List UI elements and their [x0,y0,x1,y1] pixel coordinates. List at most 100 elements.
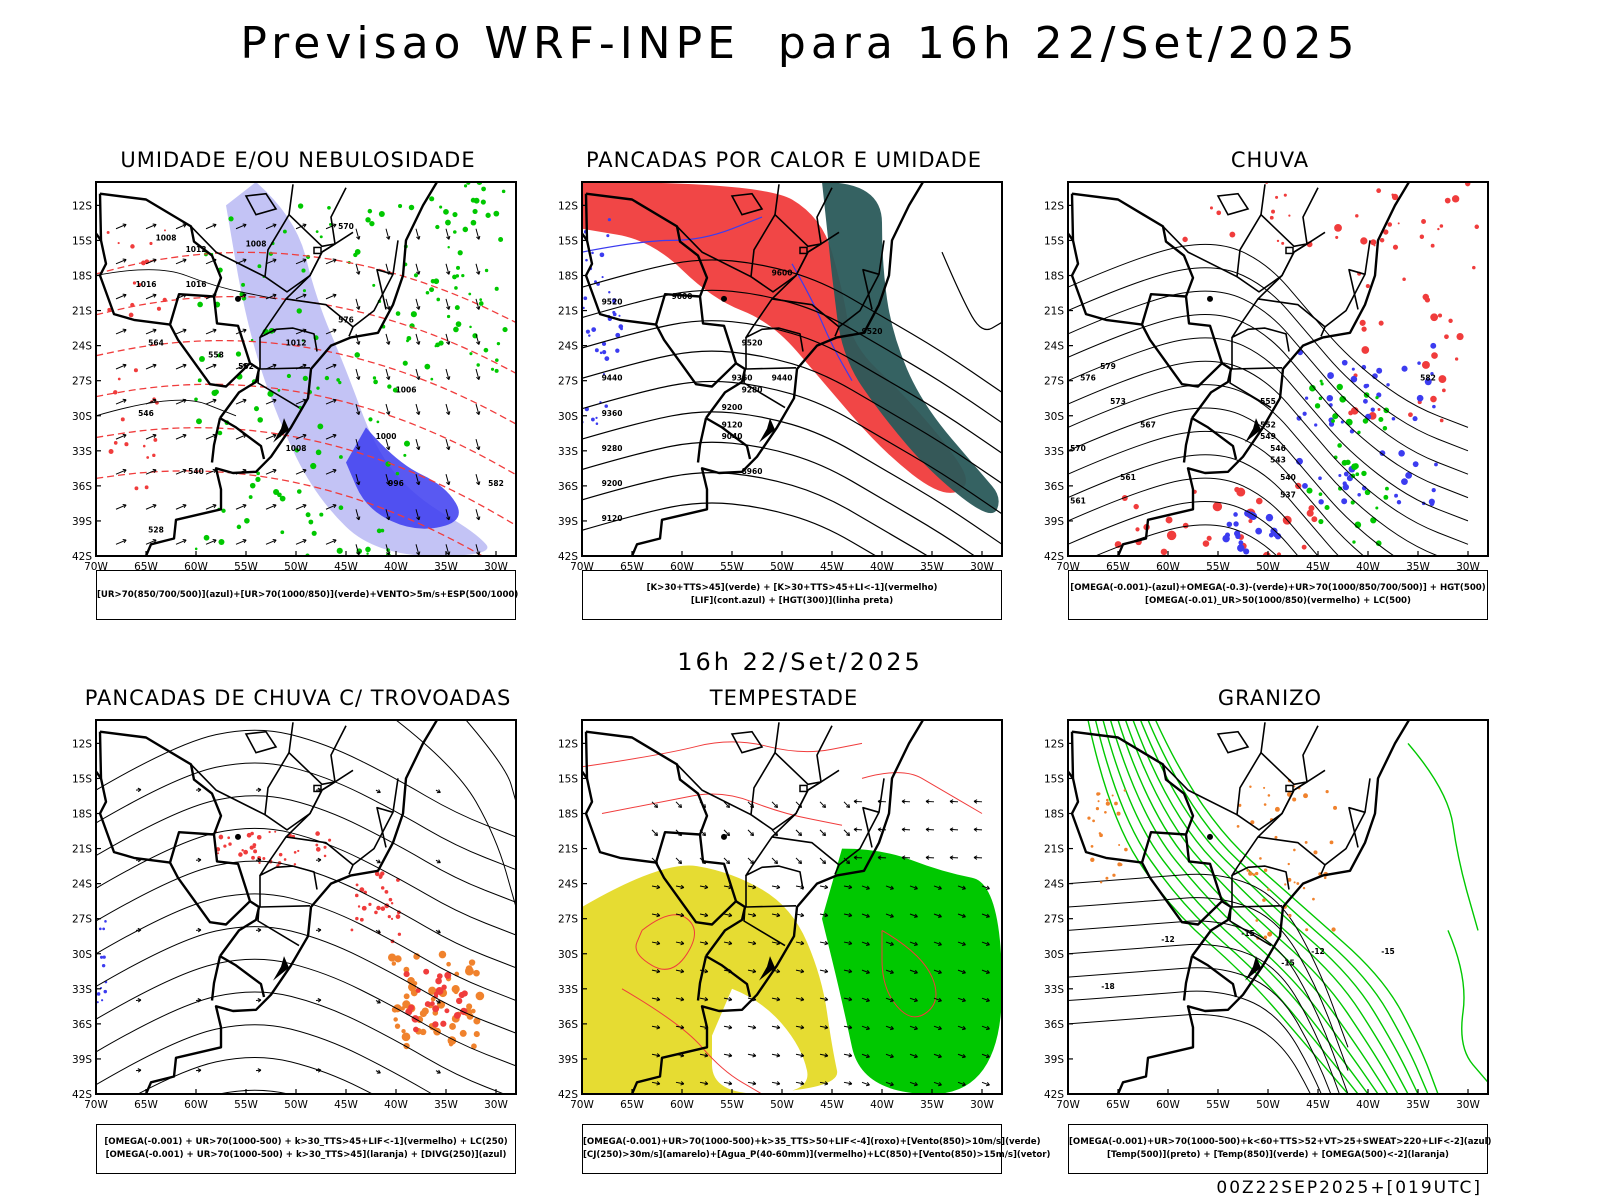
contour-label: 555 [1260,397,1276,406]
omega-blue [1386,383,1390,387]
contour-label: 1006 [396,385,417,394]
wind850-vector [699,1081,708,1085]
wind-vector [356,516,361,521]
omega-green [1319,379,1323,383]
rain-red [1439,224,1444,228]
wind-vector [476,235,481,240]
humidity-1000-850-green [305,512,311,518]
wind-vector [182,433,187,438]
wind-vector [325,504,337,510]
wind850-vector [704,884,709,890]
lat-tick-label: 39S [558,1054,578,1066]
hgt500-contour [1068,314,1469,499]
streamline-arrow [137,998,142,1003]
humidity-1000-850-green [368,417,373,422]
wind-vector [476,411,481,416]
humidity-1000-850-green [301,268,306,273]
wind850-vector [795,941,804,945]
humidity-1000-850-green [354,352,360,358]
wind850-vector [819,941,828,945]
wind-vector [356,551,361,556]
humidity-1000-850-green [376,420,380,424]
wind850-vector [909,969,918,974]
lat-tick-label: 24S [72,879,92,891]
wind-vector [145,469,157,475]
wind850-vector [981,1081,990,1086]
omega500-orange [1092,819,1095,823]
omega500-orange [1238,803,1242,807]
contour-label: 582 [1420,374,1436,383]
wind850-vector [925,855,930,860]
divergence-blue [104,920,107,923]
omega-blue [1302,482,1308,489]
lifted-index-blue [591,327,597,332]
thunderstorm-red [223,844,227,848]
wind-vector [385,228,390,240]
thunderstorm-red [355,883,359,887]
thickness-red [134,486,139,491]
omega-green [1309,384,1316,392]
lat-tick-label: 33S [558,984,578,996]
wind850-vector [680,912,685,918]
wind-vector [355,403,360,415]
state-border [1231,298,1290,352]
wind850-vector [651,1053,660,1057]
thunderstorm-red [444,1008,450,1014]
wind-vector [446,481,451,486]
wind850-vector [704,1081,709,1086]
thickness-red [146,456,150,459]
humidity-1000-850-green [484,268,489,273]
wind-vector [235,364,247,370]
omega-blue [1302,411,1307,416]
contour-label: 582 [488,479,504,488]
streamline-arrow [376,859,381,864]
lon-tick-label: 30W [970,1099,994,1111]
humidity-1000-850-green [197,378,202,383]
wind-vector [476,481,481,486]
wind850-vector [861,1053,870,1058]
wind-vector [272,258,277,263]
map-frame [95,181,517,557]
omega500-orange [1293,848,1296,852]
thunderstorm-orange [394,1023,401,1029]
wind850-vector [848,1025,853,1030]
wind850-vector [937,1025,942,1031]
lat-tick-label: 36S [558,1019,578,1031]
streamline-250 [96,893,516,1001]
omega-blue [1379,450,1386,457]
country-border [1191,417,1238,460]
humidity-1000-850-green [410,311,417,318]
humidity-1000-850-green [424,363,431,370]
rain-red [1229,231,1236,238]
divergence-blue [96,1001,99,1004]
lifted-index-blue [612,300,616,304]
omega-blue [1296,415,1302,421]
wind-vector [356,235,361,240]
humidity-1000-850-green [494,368,499,373]
wind850-vector [651,997,660,1001]
wind850-vector [824,997,829,1002]
wind850-vector [771,801,778,808]
wind850-vector [699,941,708,945]
temp850-contour [1132,720,1409,1094]
rain-red [1444,197,1451,204]
country-border [99,192,252,364]
wind-vector [242,258,247,263]
legend-box: [OMEGA(-0.001)-(azul)+OMEGA(-0.3)-(verde… [1068,570,1488,620]
lifted-index-blue [588,334,591,337]
hgt300-contour [582,472,929,556]
wind850-vector [985,1053,990,1059]
thunderstorm-red [359,917,364,922]
contour-label: -12 [1311,947,1325,956]
thunderstorm-red [460,1007,468,1016]
state-border [1216,730,1250,754]
thunderstorm-red [241,849,244,852]
streamline-arrow [197,787,202,793]
state-border [834,326,840,337]
lat-tick-label: 42S [1044,1089,1064,1101]
wind-vector [355,263,360,275]
wind-vector [356,376,361,380]
wind-vector [182,258,187,263]
wind-vector [265,434,277,440]
wind-vector [295,434,307,440]
